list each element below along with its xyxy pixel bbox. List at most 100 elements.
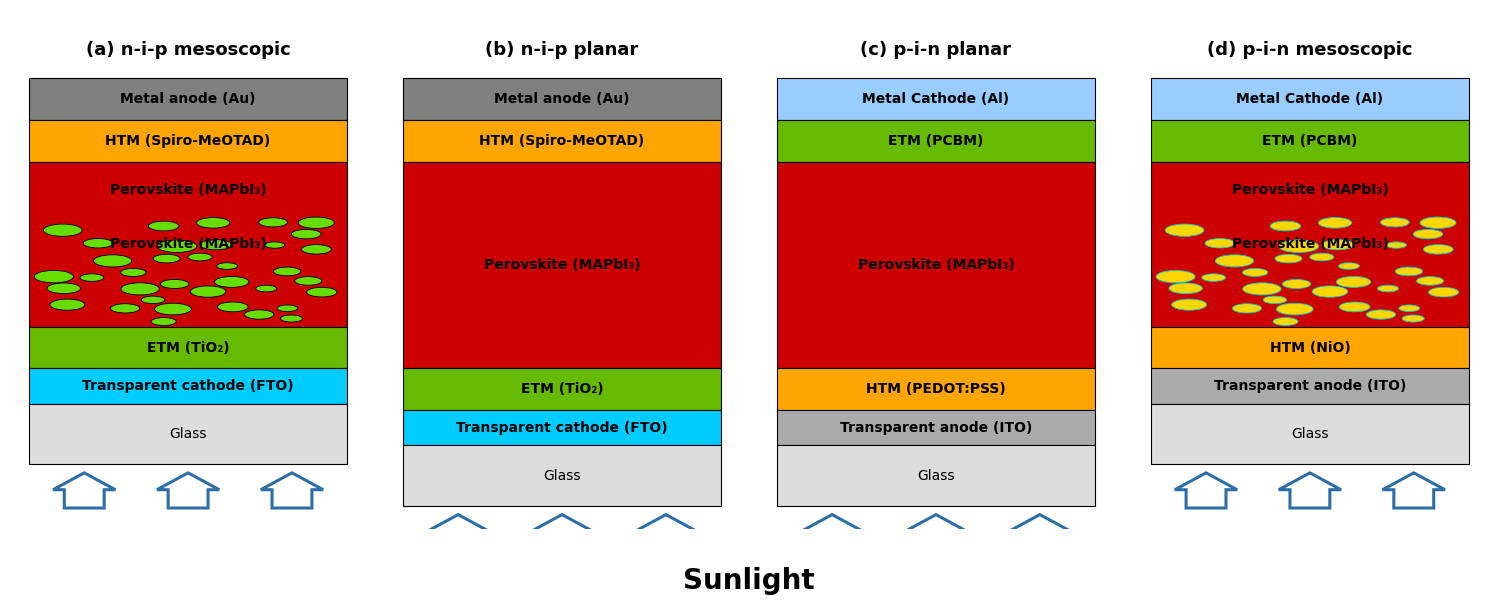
Circle shape — [1309, 253, 1333, 261]
Circle shape — [1276, 304, 1314, 315]
Circle shape — [1381, 218, 1410, 227]
Text: ETM (PCBM): ETM (PCBM) — [888, 134, 984, 148]
Circle shape — [1156, 270, 1195, 283]
Circle shape — [1279, 240, 1318, 252]
Circle shape — [153, 254, 180, 263]
Circle shape — [1378, 285, 1399, 292]
Bar — [28, 404, 348, 464]
Polygon shape — [1279, 473, 1341, 508]
Polygon shape — [52, 473, 115, 508]
Circle shape — [1270, 221, 1300, 231]
Polygon shape — [261, 473, 324, 508]
Circle shape — [49, 299, 85, 310]
Circle shape — [43, 224, 82, 236]
Polygon shape — [427, 514, 490, 550]
Circle shape — [298, 217, 334, 228]
Circle shape — [79, 274, 103, 281]
Circle shape — [1402, 315, 1425, 322]
Circle shape — [277, 305, 298, 311]
Circle shape — [1423, 245, 1453, 254]
Bar — [28, 79, 348, 120]
Circle shape — [148, 221, 178, 231]
Circle shape — [1318, 218, 1351, 228]
Bar — [403, 162, 722, 368]
Circle shape — [1321, 240, 1354, 250]
Bar — [1150, 79, 1470, 120]
Circle shape — [1413, 230, 1443, 239]
Circle shape — [1399, 305, 1420, 311]
Bar — [403, 79, 722, 120]
Bar — [776, 445, 1095, 506]
Circle shape — [160, 279, 189, 288]
Circle shape — [201, 240, 232, 250]
Circle shape — [190, 286, 226, 297]
Circle shape — [1275, 254, 1302, 263]
Bar — [1150, 162, 1470, 327]
Circle shape — [217, 302, 249, 312]
Circle shape — [1339, 263, 1359, 269]
Circle shape — [292, 230, 321, 239]
Polygon shape — [801, 514, 863, 550]
Bar — [776, 120, 1095, 162]
Circle shape — [1395, 267, 1423, 276]
Circle shape — [1201, 274, 1225, 281]
Polygon shape — [905, 514, 968, 550]
Bar — [776, 79, 1095, 120]
Circle shape — [121, 269, 145, 276]
Bar — [28, 368, 348, 404]
Text: Glass: Glass — [169, 427, 207, 441]
Bar — [1150, 368, 1470, 404]
Text: Transparent anode (ITO): Transparent anode (ITO) — [1213, 379, 1407, 393]
Text: HTM (NiO): HTM (NiO) — [1269, 341, 1350, 355]
Polygon shape — [635, 514, 697, 550]
Circle shape — [157, 240, 196, 252]
Text: (c) p-i-n planar: (c) p-i-n planar — [860, 41, 1011, 59]
Circle shape — [1168, 283, 1203, 294]
Text: ETM (TiO₂): ETM (TiO₂) — [521, 382, 604, 396]
Bar — [403, 410, 722, 445]
Bar — [1150, 327, 1470, 368]
Text: Metal anode (Au): Metal anode (Au) — [494, 93, 629, 106]
Text: Perovskite (MAPbI₃): Perovskite (MAPbI₃) — [109, 183, 267, 197]
Text: Transparent cathode (FTO): Transparent cathode (FTO) — [82, 379, 294, 393]
Circle shape — [93, 255, 132, 267]
Polygon shape — [1008, 514, 1071, 550]
Circle shape — [244, 310, 274, 319]
Circle shape — [1204, 239, 1234, 248]
Circle shape — [154, 304, 192, 315]
Bar — [776, 368, 1095, 410]
Circle shape — [1273, 317, 1297, 326]
Text: Metal Cathode (Al): Metal Cathode (Al) — [1236, 93, 1384, 106]
Circle shape — [214, 276, 249, 287]
Text: Perovskite (MAPbI₃): Perovskite (MAPbI₃) — [857, 258, 1014, 272]
Text: Transparent cathode (FTO): Transparent cathode (FTO) — [457, 421, 668, 435]
Circle shape — [280, 315, 303, 322]
Polygon shape — [530, 514, 593, 550]
Polygon shape — [1383, 473, 1446, 508]
Circle shape — [1233, 304, 1261, 313]
Text: ETM (TiO₂): ETM (TiO₂) — [147, 341, 229, 355]
Bar — [1150, 404, 1470, 464]
Bar — [1150, 120, 1470, 162]
Bar — [403, 368, 722, 410]
Circle shape — [1242, 269, 1267, 276]
Circle shape — [1243, 283, 1281, 295]
Bar — [776, 410, 1095, 445]
Circle shape — [1165, 224, 1204, 236]
Circle shape — [1366, 310, 1396, 319]
Bar — [28, 120, 348, 162]
Circle shape — [217, 263, 238, 269]
Text: Metal anode (Au): Metal anode (Au) — [120, 93, 256, 106]
Text: Glass: Glass — [917, 469, 954, 483]
Polygon shape — [157, 473, 219, 508]
Circle shape — [196, 218, 229, 228]
Text: Glass: Glass — [544, 469, 581, 483]
Circle shape — [46, 283, 81, 294]
Text: ETM (PCBM): ETM (PCBM) — [1263, 134, 1357, 148]
Circle shape — [1171, 299, 1207, 310]
Bar — [776, 162, 1095, 368]
Circle shape — [256, 285, 277, 292]
Circle shape — [1339, 302, 1371, 312]
Text: (d) p-i-n mesoscopic: (d) p-i-n mesoscopic — [1207, 41, 1413, 59]
Circle shape — [1282, 279, 1311, 288]
